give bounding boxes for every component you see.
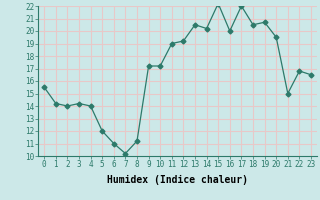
X-axis label: Humidex (Indice chaleur): Humidex (Indice chaleur) bbox=[107, 175, 248, 185]
